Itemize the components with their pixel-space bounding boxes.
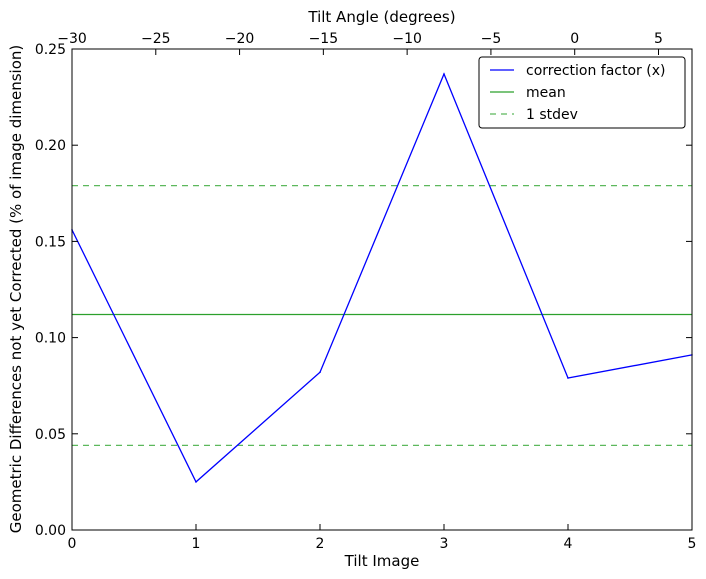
top-x-tick-label-7: 5 xyxy=(654,31,663,47)
top-x-tick-label-6: 0 xyxy=(570,31,579,47)
top-x-tick-label-4: −10 xyxy=(392,31,422,47)
x-axis-title: Tilt Image xyxy=(344,552,420,570)
y-tick-label-2: 0.10 xyxy=(35,331,66,347)
plot-frame xyxy=(71,48,693,531)
x-tick-label-2: 2 xyxy=(316,536,325,552)
y-tick-label-1: 0.05 xyxy=(35,427,66,443)
legend-label-stdev: 1 stdev xyxy=(526,107,578,123)
y-tick-label-4: 0.20 xyxy=(35,138,66,154)
legend-label-correction: correction factor (x) xyxy=(526,63,665,79)
data-point-1 xyxy=(195,481,197,483)
ticks: 0 1 2 3 4 5 −30 −25 −20 −15 −10 −5 0 5 0.00 0.05 0.10 0.1… xyxy=(35,31,697,552)
x-tick-label-3: 3 xyxy=(440,536,449,552)
y-tick-label-5: 0.25 xyxy=(35,42,66,58)
y-tick-label-0: 0.00 xyxy=(35,523,66,539)
x-tick-label-0: 0 xyxy=(68,536,77,552)
legend-box xyxy=(478,56,686,129)
data-point-4 xyxy=(567,377,569,379)
x-tick-label-4: 4 xyxy=(564,536,573,552)
y-axis-title: Geometric Differences not yet Corrected … xyxy=(7,45,25,534)
top-x-tick-label-0: −30 xyxy=(57,31,87,47)
series-line-correction-factor xyxy=(71,72,693,483)
plot-area xyxy=(71,72,693,483)
x-tick-label-1: 1 xyxy=(192,536,201,552)
top-x-tick-label-3: −15 xyxy=(309,31,339,47)
data-point-3 xyxy=(443,73,445,75)
legend: correction factor (x) mean 1 stdev xyxy=(478,56,686,129)
top-x-tick-label-2: −20 xyxy=(225,31,255,47)
top-x-axis-title: Tilt Angle (degrees) xyxy=(307,8,455,26)
top-x-tick-label-5: −5 xyxy=(481,31,502,47)
legend-label-mean: mean xyxy=(526,85,566,101)
top-x-tick-label-1: −25 xyxy=(141,31,171,47)
x-tick-label-5: 5 xyxy=(688,536,697,552)
y-tick-label-3: 0.15 xyxy=(35,234,66,250)
data-point-2 xyxy=(319,371,321,374)
